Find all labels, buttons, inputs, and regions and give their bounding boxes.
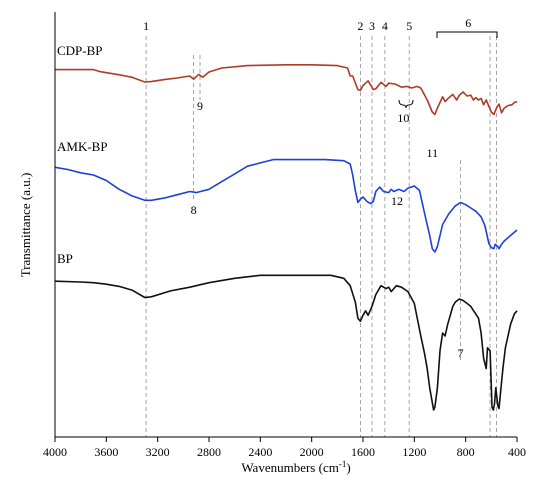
series-label-bp: BP xyxy=(57,251,73,266)
annotation-9: 9 xyxy=(197,99,203,113)
series-line-cdp-bp xyxy=(55,64,518,116)
reference-lines xyxy=(145,36,497,437)
x-tick-label: 3600 xyxy=(94,445,118,459)
reference-label-4: 4 xyxy=(382,19,388,33)
reference-label-5: 5 xyxy=(406,19,412,33)
x-tick-label: 1200 xyxy=(402,445,426,459)
y-axis-title: Transmittance (a.u.) xyxy=(18,173,33,278)
series-label-cdp-bp: CDP-BP xyxy=(57,43,103,58)
x-axis-title: Wavenumbers (cm-1) xyxy=(241,459,350,475)
x-tick-label: 1600 xyxy=(351,445,375,459)
series-label-amk-bp: AMK-BP xyxy=(57,139,108,154)
x-tick-label: 2800 xyxy=(197,445,221,459)
reference-label-2: 2 xyxy=(357,19,363,33)
reference-label-3: 3 xyxy=(369,19,375,33)
x-tick-label: 2000 xyxy=(300,445,324,459)
axes xyxy=(54,12,517,438)
annotation-6: 6 xyxy=(465,16,471,30)
reference-label-8: 8 xyxy=(191,203,197,217)
annotation-11: 11 xyxy=(427,146,439,160)
reference-label-7: 7 xyxy=(458,346,464,360)
x-tick-label: 2400 xyxy=(248,445,272,459)
x-tick-label: 800 xyxy=(457,445,475,459)
series-line-bp xyxy=(55,274,518,411)
x-tick-label: 400 xyxy=(508,445,526,459)
x-ticks: 4000 3600 3200 2800 2400 2000 1600 1200 800 400 xyxy=(43,437,526,459)
x-tick-label: 4000 xyxy=(43,445,67,459)
series-line-amk-bp xyxy=(54,158,518,253)
reference-label-1: 1 xyxy=(143,19,149,33)
group-6-bracket xyxy=(436,31,498,38)
annotation-10: 10 xyxy=(397,111,409,125)
series-group xyxy=(54,64,518,411)
x-tick-label: 3200 xyxy=(146,445,170,459)
brace-10 xyxy=(398,99,414,109)
annotation-12: 12 xyxy=(391,194,403,208)
